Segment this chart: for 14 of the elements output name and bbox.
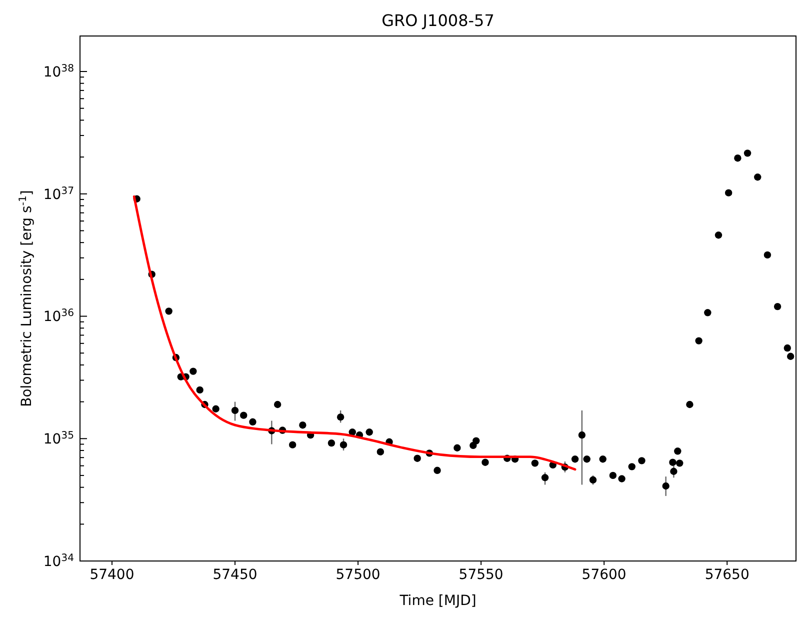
- x-tick-label: 57400: [90, 567, 134, 583]
- line-series: [132, 195, 576, 471]
- y-tick-label: 10$^{35}$: [43, 430, 74, 448]
- x-tick-label: 57450: [212, 567, 258, 583]
- y-tick-label: 10$^{37}$: [43, 185, 74, 203]
- y-tick-label: 10$^{38}$: [43, 62, 74, 80]
- x-tick-label: 57550: [458, 567, 504, 583]
- x-tick-label: 57500: [336, 567, 380, 583]
- y-tick-label: 10$^{36}$: [43, 308, 74, 326]
- y-tick-label: 10$^{34}$: [43, 552, 74, 570]
- chart-title: GRO J1008-57: [382, 11, 494, 30]
- x-tick-label: 57650: [704, 567, 750, 583]
- x-tick-label: 57600: [582, 567, 626, 583]
- x-axis-title: Time [MJD]: [398, 593, 476, 609]
